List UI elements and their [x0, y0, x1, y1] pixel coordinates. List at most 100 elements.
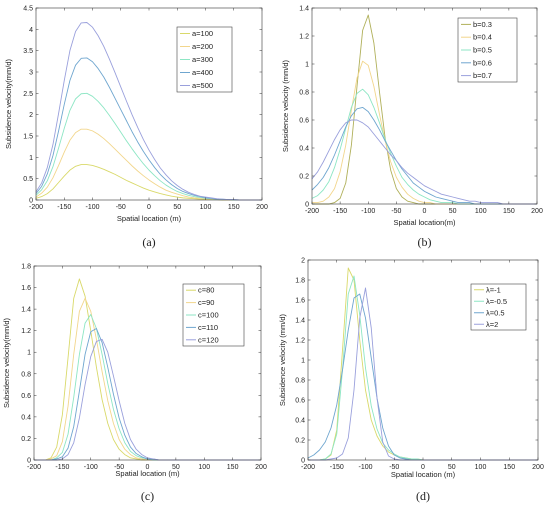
legend-label: c=120 [198, 335, 219, 344]
legend-label: a=300 [192, 55, 213, 64]
y-tick-label: 0.4 [295, 418, 305, 425]
y-tick-label: 2.5 [23, 91, 33, 98]
y-tick-label: 0.6 [21, 393, 31, 400]
x-tick-label: 200 [256, 204, 268, 211]
legend-label: λ=-1 [486, 285, 501, 294]
legend-label: c=110 [198, 323, 218, 332]
x-tick-label: -100 [361, 208, 375, 215]
y-tick-label: 2 [301, 258, 305, 265]
y-tick-label: 1.2 [21, 328, 31, 335]
y-tick-label: 0.2 [299, 174, 309, 181]
y-tick-label: 1.6 [21, 285, 31, 292]
y-tick-label: 1.2 [295, 338, 305, 345]
legend-label: b=0.7 [473, 71, 492, 80]
y-tick-label: 1.4 [299, 6, 309, 13]
legend-label: a=200 [192, 42, 213, 51]
x-tick-label: 50 [173, 204, 181, 211]
y-tick-label: 1 [305, 62, 309, 69]
legend-label: c=100 [198, 311, 219, 320]
x-tick-label: -150 [330, 464, 344, 471]
y-tick-label: 0.8 [295, 378, 305, 385]
x-tick-label: -200 [305, 208, 319, 215]
chart-panel-4: -200 -150 -100 -50 0 50 100 150 200 0 0.2 0.4 0.6 0.8… [278, 258, 544, 504]
x-axis-label: Spatial location (m) [391, 470, 456, 479]
legend-label: a=500 [192, 81, 213, 90]
x-tick-label: 150 [228, 204, 240, 211]
y-tick-label: 0 [301, 458, 305, 465]
y-tick-label: 3 [29, 70, 33, 77]
x-tick-label: -50 [114, 464, 124, 471]
y-axis-label: Subsidence velocity (mm/d) [281, 59, 290, 152]
y-tick-label: 1.4 [21, 307, 31, 314]
chart-panel-3: -200 -150 -100 -50 0 50 100 150 200 0 0.2 0.4 0.6 0.8… [2, 264, 267, 504]
series-line-5 [35, 22, 262, 201]
y-tick-label: 4 [29, 27, 33, 34]
y-tick-label: 0.5 [23, 176, 33, 183]
y-tick-label: 1 [27, 350, 31, 357]
x-tick-label: 200 [255, 464, 267, 471]
y-tick-label: 0 [305, 202, 309, 209]
x-tick-label: -150 [333, 208, 347, 215]
legend-label: a=400 [192, 68, 213, 77]
panel-label: (c) [141, 489, 154, 503]
y-tick-label: 1.2 [299, 34, 309, 41]
x-tick-label: 100 [475, 208, 487, 215]
x-tick-label: -200 [301, 464, 315, 471]
y-tick-label: 0.2 [21, 436, 31, 443]
x-axis-label: Spatial location (m) [117, 214, 182, 223]
y-tick-label: 3.5 [23, 48, 33, 55]
legend-label: b=0.5 [473, 46, 492, 55]
y-tick-label: 1.8 [21, 264, 31, 271]
x-tick-label: -50 [389, 464, 399, 471]
y-tick-label: 0.8 [21, 371, 31, 378]
y-tick-label: 0.4 [299, 146, 309, 153]
legend-label: λ=2 [486, 320, 498, 329]
x-tick-label: 0 [421, 464, 425, 471]
y-tick-label: 0 [27, 458, 31, 465]
y-tick-label: 0.6 [299, 118, 309, 125]
x-tick-label: -100 [84, 464, 98, 471]
x-tick-label: -100 [358, 464, 372, 471]
x-tick-label: 100 [198, 464, 210, 471]
x-tick-label: 0 [146, 464, 150, 471]
x-tick-label: 100 [475, 464, 487, 471]
chart-panel-2: -200 -150 -100 -50 0 50 100 150 200 0 0.2 0.4 0.6 0.8… [281, 6, 543, 250]
series-line-3 [35, 92, 262, 201]
panel-label: (a) [142, 235, 155, 249]
x-tick-label: 0 [147, 204, 151, 211]
x-tick-label: -50 [116, 204, 126, 211]
x-tick-label: -100 [85, 204, 99, 211]
y-tick-label: 0.8 [299, 90, 309, 97]
legend-box [470, 283, 527, 331]
x-tick-label: 50 [172, 464, 180, 471]
y-tick-label: 0.4 [21, 414, 31, 421]
x-tick-label: 150 [503, 464, 515, 471]
panel-label: (b) [418, 235, 432, 249]
legend-label: c=80 [198, 286, 214, 295]
series-line-4 [311, 106, 537, 205]
x-tick-label: 50 [449, 208, 457, 215]
legend-label: b=0.6 [473, 58, 492, 67]
legend-label: b=0.4 [473, 33, 492, 42]
series-line-4 [34, 328, 261, 461]
x-tick-label: 200 [531, 208, 543, 215]
y-tick-label: 1.4 [295, 318, 305, 325]
x-tick-label: 150 [503, 208, 515, 215]
x-tick-label: -150 [55, 464, 69, 471]
legend-label: c=90 [198, 298, 214, 307]
y-axis-label: Subsidence velocity(mm/d) [4, 58, 13, 149]
y-tick-label: 0.6 [295, 398, 305, 405]
y-tick-label: 1.8 [295, 278, 305, 285]
legend: a=100 a=200 a=300 a=400 a=500 [176, 26, 233, 93]
y-tick-label: 0 [29, 198, 33, 205]
y-tick-label: 1.5 [23, 134, 33, 141]
y-tick-label: 2 [29, 112, 33, 119]
x-tick-label: 100 [200, 204, 212, 211]
legend: λ=-1 λ=-0.5 λ=0.5 λ=2 [470, 283, 527, 331]
x-tick-label: 200 [532, 464, 544, 471]
series-line-5 [311, 119, 537, 205]
y-axis-label: Subsidence velocity(mm/d) [2, 317, 11, 408]
panel-label: (d) [416, 489, 430, 503]
y-tick-label: 0.2 [295, 438, 305, 445]
x-tick-label: -200 [27, 464, 41, 471]
